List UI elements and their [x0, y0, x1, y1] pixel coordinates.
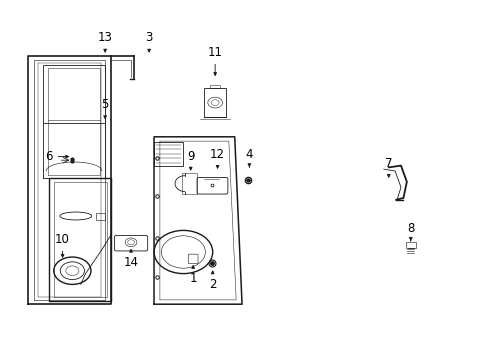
Text: 7: 7 [384, 157, 392, 177]
Text: 1: 1 [189, 266, 197, 285]
Text: 6: 6 [45, 150, 68, 163]
Bar [210, 85, 220, 88]
Text: 9: 9 [186, 150, 194, 170]
Text: 13: 13 [98, 31, 112, 52]
Text: 5: 5 [101, 98, 109, 118]
Bar [204, 88, 225, 117]
Bar [182, 173, 197, 194]
Text: 10: 10 [55, 233, 70, 257]
Text: 14: 14 [123, 249, 138, 269]
Text: 2: 2 [208, 271, 216, 291]
Bar [405, 242, 415, 248]
Text: 8: 8 [406, 222, 414, 241]
Text: 4: 4 [245, 148, 253, 167]
Bar [96, 213, 105, 220]
Bar [154, 142, 183, 166]
Text: 11: 11 [207, 46, 222, 75]
Text: 3: 3 [145, 31, 153, 52]
Text: 12: 12 [210, 148, 224, 168]
